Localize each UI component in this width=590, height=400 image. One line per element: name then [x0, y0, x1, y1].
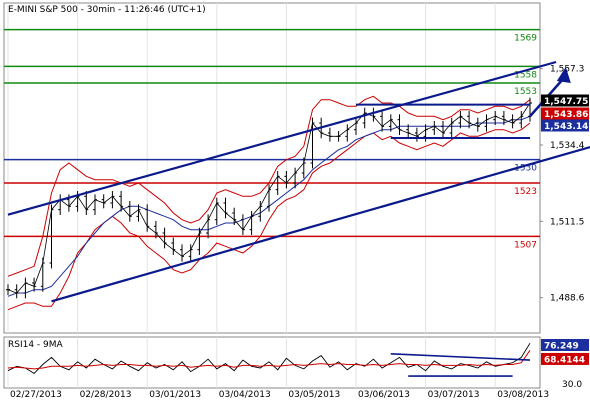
level-label-1507: 1507	[514, 240, 537, 250]
last-price-tag-box	[541, 94, 589, 107]
rsi-series	[7, 342, 531, 377]
y-tick-label: 1,534.4	[550, 141, 585, 151]
band-upper	[7, 95, 531, 277]
grid-lines	[7, 3, 496, 388]
price-series	[6, 97, 532, 299]
rsi-panel	[3, 336, 541, 389]
band-tag: 1,543.86	[544, 110, 588, 120]
x-tick-label: 03/08/2013	[497, 390, 549, 400]
rsi-resistance-line	[390, 353, 531, 361]
rsi-ma-line	[7, 350, 531, 370]
band-lower	[7, 122, 531, 311]
x-tick-label: 03/01/2013	[149, 390, 201, 400]
axes: 02/27/2013 02/28/2013 03/01/2013 03/04/2013…	[10, 65, 585, 400]
rsi-value-tag-box	[541, 339, 589, 351]
rsi-line	[7, 342, 531, 374]
level-label-1523: 1523	[514, 187, 537, 197]
x-tick-label: 03/07/2013	[428, 390, 480, 400]
x-tick-label: 02/27/2013	[10, 390, 62, 400]
band-tag-box	[541, 119, 589, 132]
channel-lower-line	[51, 145, 590, 303]
price-panel	[3, 2, 541, 334]
level-label-1558: 1558	[514, 70, 537, 80]
level-label-1530: 1530	[514, 164, 537, 174]
price-line	[7, 102, 531, 294]
x-tick-label: 03/05/2013	[288, 390, 340, 400]
channel-upper-line	[7, 60, 557, 216]
level-label-1553: 1553	[514, 87, 537, 97]
rsi-title: RSI14 - 9MA	[8, 340, 64, 350]
chart-title: E-MINI S&P 500 - 30min - 11:26:46 (UTC+1…	[8, 5, 206, 15]
forecast-arrow-head	[556, 67, 571, 83]
rsi-axis-min-label: 30.0	[562, 380, 582, 390]
rsi-value-tag: 68.4144	[544, 355, 585, 365]
y-tick-label: 1,511.5	[550, 217, 584, 227]
x-tick-label: 03/04/2013	[219, 390, 271, 400]
y-tick-label: 1,557.3	[550, 65, 584, 75]
rsi-value-tag: 76.249	[544, 342, 579, 352]
x-tick-label: 02/28/2013	[80, 390, 132, 400]
level-label-1569: 1569	[514, 34, 537, 44]
rsi-value-tag-box	[541, 352, 589, 365]
band-tag-box	[541, 107, 589, 120]
last-price-tag: 1,547.75	[544, 97, 588, 107]
y-tick-label: 1,488.6	[550, 294, 585, 304]
value-tags: 1,547.75 1,543.86 1,543.14 76.249 68.4144 30.…	[541, 94, 589, 390]
band-tag: 1,543.14	[544, 122, 588, 132]
horizontal-levels: 1569 1558 1553 1530 1523 1507	[4, 28, 540, 250]
x-tick-label: 03/06/2013	[358, 390, 410, 400]
